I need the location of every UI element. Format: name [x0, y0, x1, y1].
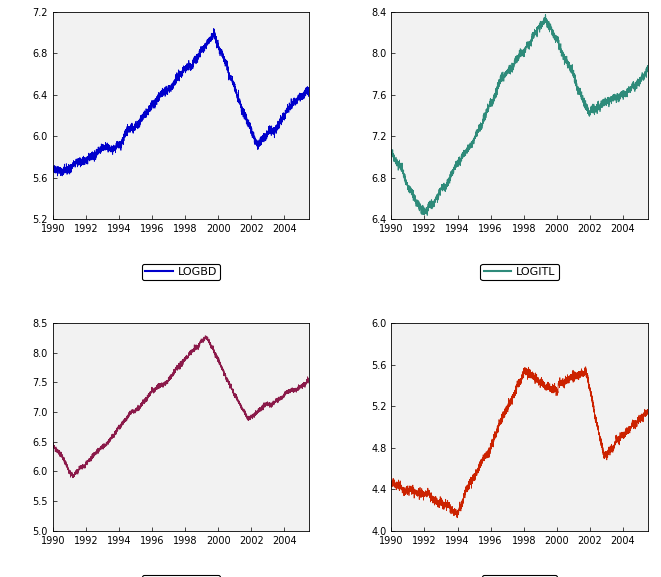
- Legend: LOGBD: LOGBD: [142, 264, 220, 280]
- Legend: LOGPT: LOGPT: [482, 575, 557, 577]
- Legend: LOGITL: LOGITL: [481, 264, 559, 280]
- Legend: LOGGR: LOGGR: [142, 575, 220, 577]
